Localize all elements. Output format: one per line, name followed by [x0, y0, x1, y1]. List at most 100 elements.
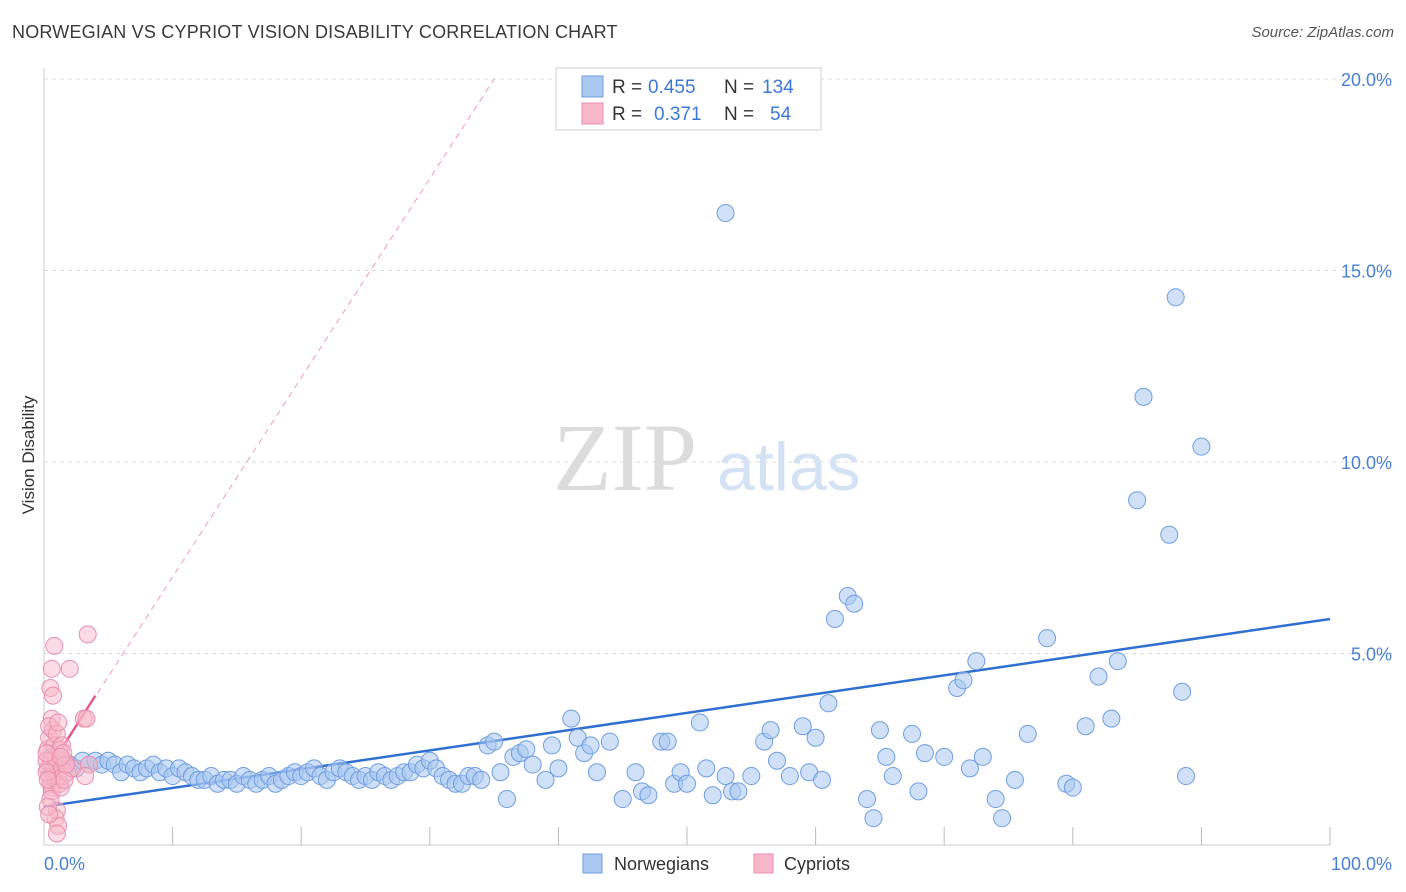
cypriot-point	[55, 770, 74, 789]
cypriot-point	[38, 770, 57, 789]
y-tick-label: 15.0%	[1341, 262, 1392, 282]
bottom-legend-label-norwegians: Norwegians	[614, 854, 709, 874]
cypriot-point	[45, 636, 64, 655]
cypriot-point	[60, 659, 79, 678]
y-tick-label: 20.0%	[1341, 70, 1392, 90]
legend-n-value: 54	[770, 104, 792, 125]
norwegian-point	[472, 770, 491, 789]
norwegian-point	[1018, 724, 1037, 743]
norwegian-point	[858, 790, 877, 809]
chart-title: NORWEGIAN VS CYPRIOT VISION DISABILITY C…	[12, 22, 618, 42]
tick-labels: 5.0% 10.0% 15.0% 20.0% 0.0% 100.0%	[44, 70, 1392, 874]
cypriot-trend-extended	[43, 78, 495, 777]
norwegian-point	[1160, 525, 1179, 544]
cypriot-point	[47, 824, 66, 843]
norwegian-point	[729, 782, 748, 801]
norwegian-point	[626, 763, 645, 782]
norwegian-point	[915, 744, 934, 763]
norwegian-point	[967, 652, 986, 671]
norwegian-point	[986, 790, 1005, 809]
legend-n-value: 134	[762, 77, 794, 98]
norwegian-point	[542, 736, 561, 755]
norwegian-point	[877, 747, 896, 766]
norwegian-point	[1038, 629, 1057, 648]
norwegian-point	[697, 759, 716, 778]
norwegian-point	[1076, 717, 1095, 736]
norwegian-point	[536, 770, 555, 789]
legend-swatch-norwegians	[581, 75, 604, 98]
cypriot-point	[76, 767, 95, 786]
cypriot-point	[77, 709, 96, 728]
norwegian-point	[690, 713, 709, 732]
norwegian-point	[600, 732, 619, 751]
norwegian-point	[1166, 288, 1185, 307]
norwegian-point	[549, 759, 568, 778]
norwegian-point	[973, 747, 992, 766]
grid-lines	[44, 78, 1394, 654]
x-tick-label: 0.0%	[44, 854, 85, 874]
norwegian-point	[523, 755, 542, 774]
bottom-legend-swatch-cypriots	[753, 853, 774, 874]
cypriot-point	[40, 805, 59, 824]
bottom-legend-swatch-norwegians	[582, 853, 603, 874]
legend-box: R = 0.455 N = 134 R = 0.371 N = 54	[555, 67, 822, 131]
legend-r-label: R =	[612, 77, 642, 98]
norwegian-point	[845, 594, 864, 613]
cypriot-point	[44, 686, 63, 705]
cypriot-point	[42, 659, 61, 678]
bottom-legend-label-cypriots: Cypriots	[784, 854, 850, 874]
norwegian-point	[517, 740, 536, 759]
cypriot-point	[78, 625, 97, 644]
norwegian-point	[903, 724, 922, 743]
norwegian-point	[768, 751, 787, 770]
legend-r-value: 0.371	[654, 104, 702, 125]
norwegian-point	[742, 767, 761, 786]
norwegian-point	[883, 767, 902, 786]
norwegian-point	[1134, 387, 1153, 406]
bottom-legend: Norwegians Cypriots	[582, 853, 850, 874]
watermark-atlas: atlas	[717, 429, 861, 505]
x-tick-label: 100.0%	[1331, 854, 1392, 874]
cypriot-point	[51, 747, 70, 766]
norwegian-point	[993, 809, 1012, 828]
norwegian-point	[1005, 770, 1024, 789]
legend-n-label: N =	[724, 104, 754, 125]
norwegian-point	[1192, 437, 1211, 456]
norwegian-point	[761, 721, 780, 740]
y-axis-title: Vision Disability	[19, 395, 38, 514]
norwegian-point	[870, 721, 889, 740]
norwegian-point	[1176, 767, 1195, 786]
norwegian-point	[793, 717, 812, 736]
norwegian-point	[813, 770, 832, 789]
legend-r-label: R =	[612, 104, 642, 125]
norwegian-point	[658, 732, 677, 751]
y-tick-label: 5.0%	[1351, 645, 1392, 665]
norwegian-point	[864, 809, 883, 828]
source-label: Source: ZipAtlas.com	[1251, 24, 1394, 41]
norwegian-point	[960, 759, 979, 778]
norwegian-point	[1128, 491, 1147, 510]
norwegian-point	[678, 774, 696, 793]
norwegian-point	[587, 763, 606, 782]
norwegian-point	[1173, 682, 1192, 701]
norwegian-point	[562, 709, 581, 728]
norwegian-point	[825, 610, 844, 629]
data-points	[37, 204, 1211, 843]
norwegian-point	[1089, 667, 1108, 686]
norwegian-point	[497, 790, 516, 809]
watermark-zip: ZIP	[553, 404, 697, 511]
norwegian-point	[703, 786, 722, 805]
watermark: ZIP atlas	[553, 404, 861, 511]
cypriot-point	[49, 713, 68, 732]
norwegian-point	[485, 732, 504, 751]
norwegian-point	[780, 767, 799, 786]
norwegian-point	[639, 786, 658, 805]
norwegian-point	[581, 736, 600, 755]
legend-n-label: N =	[724, 77, 754, 98]
norwegian-point	[806, 728, 825, 747]
norwegian-point	[1102, 709, 1121, 728]
norwegian-point	[491, 763, 510, 782]
norwegian-point	[909, 782, 928, 801]
norwegian-point	[613, 790, 632, 809]
